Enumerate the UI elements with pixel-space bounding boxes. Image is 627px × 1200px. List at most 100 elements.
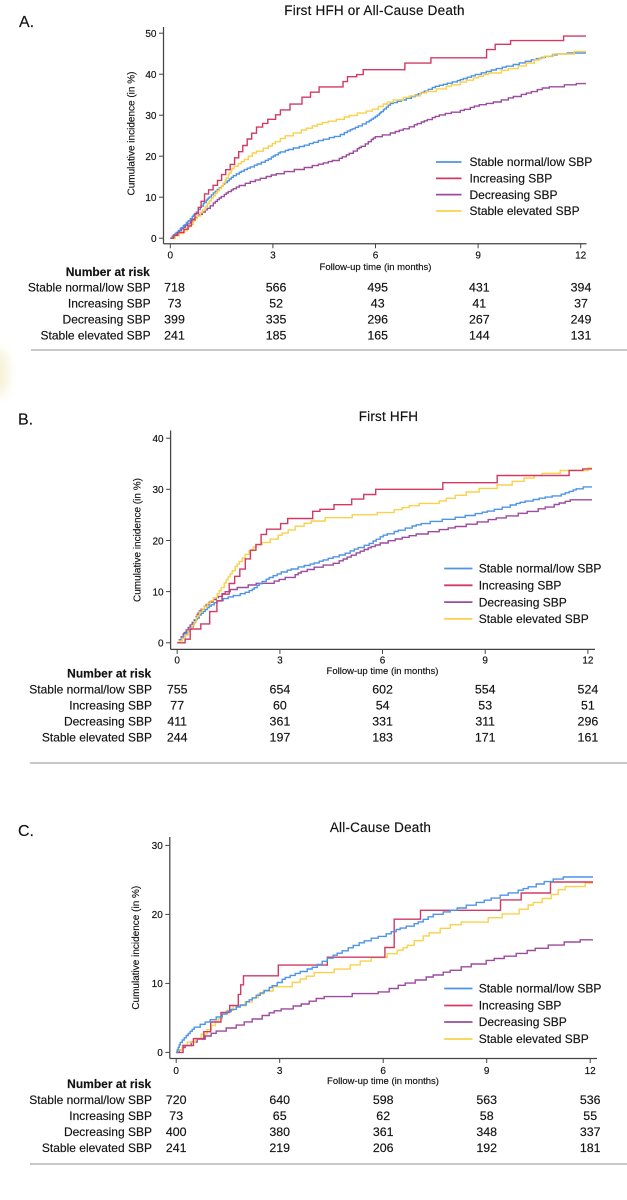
svg-text:Stable elevated SBP: Stable elevated SBP [479,612,589,626]
svg-text:53: 53 [478,699,492,713]
svg-text:331: 331 [372,715,393,729]
svg-text:640: 640 [269,1093,290,1107]
svg-text:536: 536 [580,1093,601,1107]
svg-text:Increasing SBP: Increasing SBP [470,172,553,186]
svg-text:3: 3 [277,1066,283,1077]
svg-text:361: 361 [270,715,291,729]
svg-text:311: 311 [475,715,495,729]
svg-text:718: 718 [164,281,185,295]
svg-text:20: 20 [152,910,164,921]
svg-text:380: 380 [269,1125,290,1139]
svg-text:50: 50 [145,29,157,40]
svg-text:3: 3 [277,656,283,667]
svg-text:192: 192 [476,1141,497,1155]
svg-text:Increasing SBP: Increasing SBP [479,999,562,1013]
svg-text:296: 296 [367,313,388,327]
svg-text:Number at risk: Number at risk [67,1077,151,1091]
svg-text:A.: A. [19,14,34,31]
svg-text:Stable elevated SBP: Stable elevated SBP [42,731,152,745]
svg-text:400: 400 [166,1125,187,1139]
svg-text:20: 20 [152,536,164,547]
svg-text:30: 30 [152,841,164,852]
svg-text:0: 0 [151,234,157,245]
svg-text:0: 0 [158,639,164,650]
svg-text:Number at risk: Number at risk [67,667,151,681]
svg-text:52: 52 [269,297,283,311]
svg-text:554: 554 [475,683,496,697]
svg-text:Cumulative incidence (in %): Cumulative incidence (in %) [131,886,142,1010]
svg-text:Follow-up time (in months): Follow-up time (in months) [327,1076,439,1087]
svg-text:12: 12 [585,1066,597,1077]
svg-text:40: 40 [152,434,164,445]
svg-text:183: 183 [372,731,393,745]
svg-text:Stable normal/low SBP: Stable normal/low SBP [479,562,602,576]
svg-text:Stable elevated SBP: Stable elevated SBP [470,204,580,218]
svg-text:563: 563 [476,1093,497,1107]
svg-text:219: 219 [269,1141,290,1155]
svg-text:20: 20 [145,152,157,163]
svg-text:598: 598 [373,1093,394,1107]
svg-text:9: 9 [482,656,488,667]
svg-text:Decreasing SBP: Decreasing SBP [479,595,567,609]
svg-text:Decreasing SBP: Decreasing SBP [64,715,152,729]
svg-text:0: 0 [173,1066,179,1077]
svg-text:30: 30 [145,111,157,122]
svg-text:Increasing SBP: Increasing SBP [479,579,562,593]
svg-text:566: 566 [266,281,287,295]
svg-text:0: 0 [174,656,180,667]
svg-text:Follow-up time (in months): Follow-up time (in months) [320,262,432,273]
svg-text:Decreasing SBP: Decreasing SBP [470,188,558,202]
svg-text:65: 65 [273,1109,287,1123]
svg-text:131: 131 [571,329,592,343]
svg-text:Number at risk: Number at risk [66,265,150,279]
svg-text:43: 43 [371,297,385,311]
svg-text:37: 37 [574,297,588,311]
svg-text:3: 3 [270,251,276,262]
svg-text:Stable elevated SBP: Stable elevated SBP [42,1141,152,1155]
svg-text:241: 241 [166,1141,187,1155]
svg-text:54: 54 [376,699,390,713]
svg-text:Increasing SBP: Increasing SBP [69,699,152,713]
svg-text:602: 602 [372,683,393,697]
svg-text:12: 12 [582,656,594,667]
svg-text:Stable normal/low SBP: Stable normal/low SBP [29,1093,152,1107]
svg-text:41: 41 [472,297,486,311]
svg-text:C.: C. [18,823,34,840]
svg-text:9: 9 [475,251,481,262]
svg-text:6: 6 [380,656,386,667]
svg-text:10: 10 [145,193,157,204]
svg-text:First HFH: First HFH [359,409,419,424]
svg-text:267: 267 [469,313,490,327]
svg-text:411: 411 [167,715,187,729]
svg-text:431: 431 [469,281,490,295]
svg-text:73: 73 [169,1109,183,1123]
svg-text:Stable normal/low SBP: Stable normal/low SBP [479,982,602,996]
svg-text:249: 249 [571,313,592,327]
svg-text:58: 58 [480,1109,494,1123]
svg-text:B.: B. [18,412,33,429]
svg-text:10: 10 [152,587,164,598]
svg-text:335: 335 [266,313,287,327]
svg-text:394: 394 [571,281,592,295]
svg-text:First HFH or All-Cause Death: First HFH or All-Cause Death [284,3,464,18]
svg-text:755: 755 [167,683,188,697]
svg-text:144: 144 [469,329,490,343]
svg-text:6: 6 [373,251,379,262]
svg-text:399: 399 [164,313,185,327]
svg-text:720: 720 [166,1093,187,1107]
svg-text:161: 161 [578,731,599,745]
svg-text:10: 10 [152,979,164,990]
svg-text:40: 40 [145,70,157,81]
svg-text:Stable elevated SBP: Stable elevated SBP [41,329,151,343]
svg-text:Increasing SBP: Increasing SBP [68,297,151,311]
svg-text:6: 6 [380,1066,386,1077]
svg-text:Stable normal/low SBP: Stable normal/low SBP [28,281,151,295]
svg-text:Decreasing SBP: Decreasing SBP [63,313,151,327]
svg-text:241: 241 [164,329,185,343]
svg-text:Stable normal/low SBP: Stable normal/low SBP [29,683,152,697]
svg-text:197: 197 [270,731,291,745]
svg-text:Cumulative incidence (in %): Cumulative incidence (in %) [133,478,144,602]
svg-text:0: 0 [168,251,174,262]
svg-text:51: 51 [581,699,595,713]
svg-text:77: 77 [170,699,184,713]
